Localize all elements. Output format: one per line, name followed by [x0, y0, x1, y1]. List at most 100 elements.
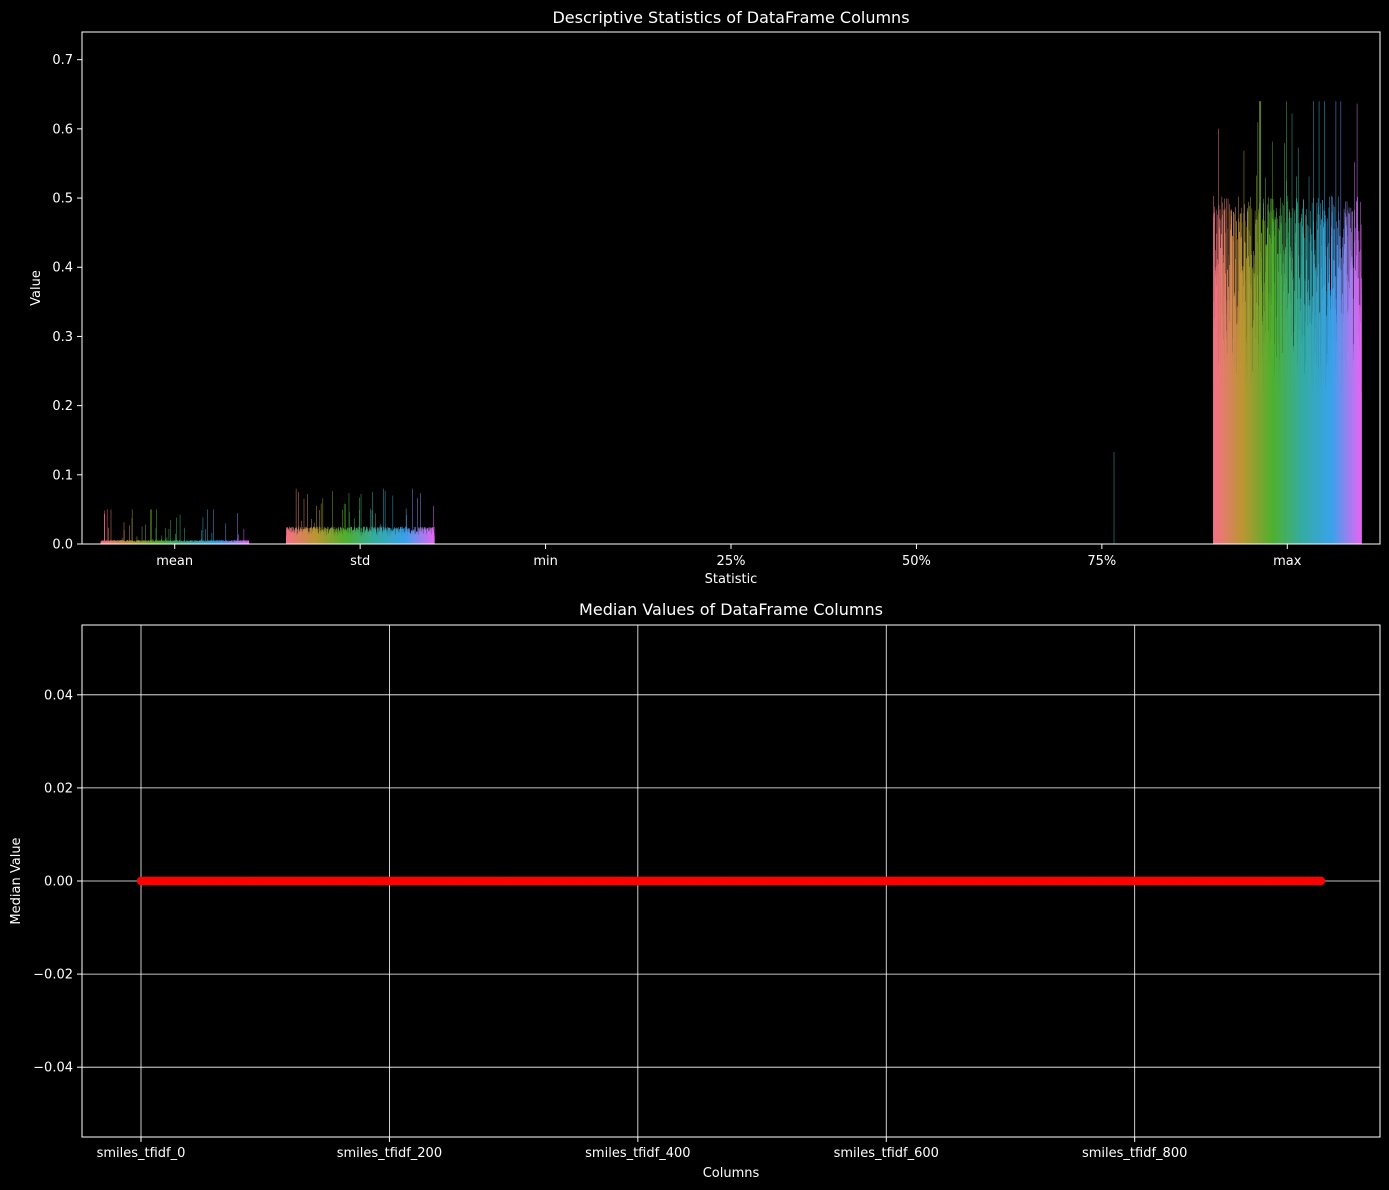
stats-bar: [247, 540, 248, 544]
stats-x-tick-label: min: [533, 554, 558, 569]
stats-bar: [141, 540, 142, 544]
stats-bar: [1255, 223, 1256, 544]
stats-bar: [427, 528, 429, 544]
stats-bar: [248, 540, 250, 544]
stats-bar: [1297, 147, 1299, 544]
median-series: [136, 876, 1326, 886]
stats-y-ticks: 0.0 0.1 0.2 0.3 0.4 0.5 0.6 0.7: [52, 53, 82, 553]
stats-bar: [434, 536, 435, 544]
stats-bar: [164, 528, 166, 544]
stats-bar: [1361, 278, 1362, 544]
stats-bar: [1279, 215, 1280, 545]
stats-bar: [295, 488, 297, 544]
stats-plot-frame: [81, 31, 1381, 545]
stats-bar: [126, 540, 127, 544]
stats-bars: [100, 101, 1362, 545]
stats-bar: [310, 527, 312, 544]
stats-bar: [108, 527, 109, 544]
stats-x-tick-label: max: [1273, 554, 1302, 569]
stats-bar: [433, 505, 434, 544]
stats-bar: [222, 540, 224, 544]
stats-bar: [174, 540, 176, 544]
stats-bar: [370, 508, 371, 544]
stats-bar: [207, 509, 208, 544]
stats-bar: [390, 528, 391, 544]
stats-bar: [155, 540, 156, 544]
stats-bar: [106, 509, 108, 544]
stats-bar: [211, 532, 213, 544]
stats-bar: [205, 528, 206, 544]
stats-bar: [151, 509, 152, 544]
stats-bar: [123, 530, 125, 544]
stats-bar: [343, 503, 345, 544]
stats-bar: [331, 526, 333, 544]
stats-y-tick-label: 0.2: [52, 399, 73, 414]
stats-bar: [340, 526, 342, 544]
stats-bar: [243, 529, 245, 544]
stats-bar: [1259, 101, 1261, 544]
median-x-tick-label: smiles_tfidf_200: [337, 1146, 442, 1161]
stats-bar: [392, 495, 394, 544]
stats-bar: [180, 540, 181, 544]
stats-y-tick-label: 0.6: [52, 122, 73, 137]
stats-bar: [1218, 128, 1219, 544]
stats-bar: [387, 528, 389, 544]
stats-bar: [131, 509, 133, 544]
stats-bar: [129, 525, 130, 544]
stats-bar: [1289, 212, 1291, 545]
stats-bar: [350, 526, 352, 544]
stats-bar: [237, 513, 238, 544]
stats-bar: [1317, 198, 1319, 544]
stats-bar: [1345, 219, 1347, 545]
stats-bar: [183, 527, 185, 544]
stats-bar: [319, 510, 320, 544]
stats-bar: [155, 540, 156, 544]
median-y-tick-label: 0.00: [44, 875, 73, 890]
stats-y-tick-label: 0.5: [52, 192, 73, 207]
stats-bar: [345, 504, 346, 544]
stats-bar: [1324, 211, 1326, 545]
stats-y-tick-label: 0.7: [52, 53, 73, 68]
stats-bar: [420, 493, 421, 544]
stats-bar: [322, 498, 324, 544]
stats-bar: [1296, 198, 1298, 544]
median-y-tick-label: −0.02: [33, 968, 73, 983]
stats-bar: [155, 528, 157, 544]
stats-bar: [1337, 227, 1339, 545]
median-chart: Median Values of DataFrame Columns −0.04…: [9, 600, 1381, 1181]
stats-bar: [110, 509, 112, 544]
stats-bar: [1320, 203, 1321, 545]
stats-bar: [1214, 212, 1215, 544]
stats-bar: [156, 509, 157, 544]
stats-bar: [187, 540, 188, 544]
stats-y-tick-label: 0.3: [52, 330, 73, 345]
stats-bar: [361, 528, 362, 544]
stats-x-ticks: mean std min 25% 50% 75% max: [156, 544, 1302, 569]
stats-x-tick-label: 50%: [902, 554, 931, 569]
stats-x-tick-label: 25%: [717, 554, 746, 569]
stats-bar: [113, 540, 114, 544]
stats-bar: [316, 505, 317, 544]
stats-x-tick-label: mean: [156, 554, 193, 569]
median-chart-title: Median Values of DataFrame Columns: [579, 600, 883, 619]
median-y-axis-label: Median Value: [9, 837, 24, 924]
stats-bar: [383, 488, 384, 544]
stats-bar: [1322, 210, 1324, 545]
stats-bar: [372, 526, 374, 544]
stats-bar: [213, 509, 214, 544]
stats-bar: [348, 493, 350, 544]
stats-bar: [176, 517, 177, 544]
stats-chart-title: Descriptive Statistics of DataFrame Colu…: [552, 8, 909, 27]
stats-y-tick-label: 0.1: [52, 468, 73, 483]
stats-bar: [1113, 451, 1115, 544]
stats-y-tick-label: 0.0: [52, 538, 73, 553]
median-x-tick-label: smiles_tfidf_400: [585, 1146, 690, 1161]
stats-bar: [372, 491, 373, 544]
stats-bar: [406, 515, 407, 544]
stats-bar: [351, 527, 352, 544]
stats-bar: [298, 491, 299, 544]
stats-bar: [231, 540, 233, 544]
stats-bar: [179, 514, 181, 544]
stats-bar: [424, 526, 426, 544]
